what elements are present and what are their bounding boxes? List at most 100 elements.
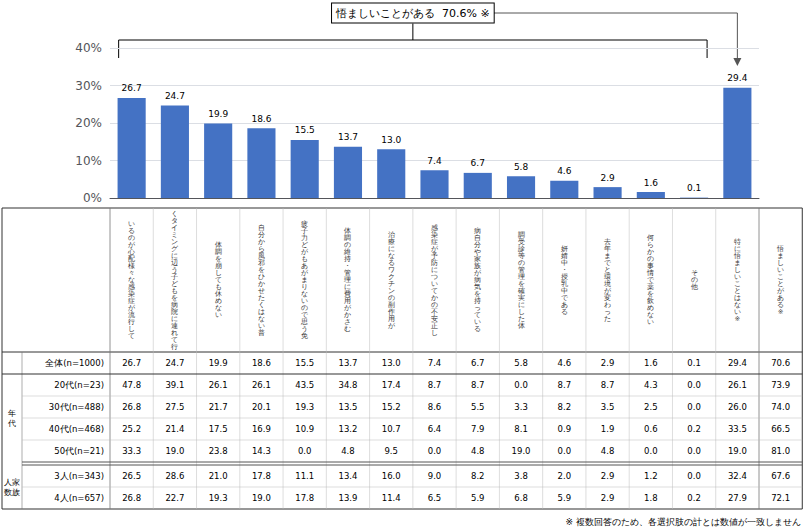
svg-text:2.9: 2.9 [601,358,615,368]
svg-text:8.2: 8.2 [471,471,485,481]
svg-text:0.2: 0.2 [687,424,701,434]
svg-text:17.8: 17.8 [295,493,314,503]
svg-text:た: た [604,315,611,323]
svg-text:4.8: 4.8 [601,446,615,456]
svg-text:50代(n=21): 50代(n=21) [54,446,104,456]
svg-text:21.7: 21.7 [209,402,228,412]
svg-text:他: 他 [691,283,698,291]
svg-text:年: 年 [8,409,16,418]
svg-text:5.8: 5.8 [514,162,529,172]
svg-text:0.0: 0.0 [428,446,442,456]
svg-text:26.7: 26.7 [122,83,142,93]
svg-text:1.6: 1.6 [644,358,658,368]
svg-text:26.1: 26.1 [728,380,747,390]
svg-text:19.0: 19.0 [512,446,531,456]
svg-text:2.0: 2.0 [558,471,572,481]
svg-text:数族: 数族 [4,488,20,497]
svg-text:9.5: 9.5 [384,446,398,456]
svg-text:43.5: 43.5 [295,380,314,390]
svg-text:34.8: 34.8 [338,380,357,390]
svg-text:8.7: 8.7 [558,380,572,390]
svg-text:悟ましいことがある 70.6% ※: 悟ましいことがある 70.6% ※ [335,7,490,20]
svg-text:0.0: 0.0 [687,402,701,412]
svg-text:13.9: 13.9 [338,493,357,503]
svg-text:26.5: 26.5 [122,471,141,481]
svg-text:26.7: 26.7 [122,358,141,368]
svg-text:21.4: 21.4 [165,424,184,434]
svg-text:し: し [431,329,438,337]
svg-text:23.8: 23.8 [209,446,228,456]
svg-text:47.8: 47.8 [122,380,141,390]
svg-text:3.8: 3.8 [514,471,528,481]
svg-text:32.4: 32.4 [728,471,747,481]
svg-text:※: ※ [735,315,741,323]
svg-text:70.6: 70.6 [771,358,790,368]
svg-text:13.7: 13.7 [338,358,357,368]
svg-text:8.7: 8.7 [601,380,615,390]
svg-text:0.1: 0.1 [687,358,701,368]
svg-text:25.2: 25.2 [122,424,141,434]
svg-text:26.0: 26.0 [728,402,747,412]
svg-text:66.5: 66.5 [771,424,790,434]
svg-text:る: る [474,325,481,333]
svg-text:0.9: 0.9 [558,424,572,434]
svg-text:8.1: 8.1 [514,424,528,434]
svg-text:26.1: 26.1 [252,380,271,390]
svg-text:26.8: 26.8 [122,402,141,412]
svg-text:い: い [647,318,654,326]
svg-text:72.1: 72.1 [771,493,790,503]
svg-text:4.3: 4.3 [644,380,658,390]
svg-text:3.5: 3.5 [601,402,615,412]
svg-text:8.7: 8.7 [471,380,485,390]
svg-text:※: ※ [778,308,784,316]
svg-text:1.2: 1.2 [644,471,658,481]
svg-text:6.8: 6.8 [514,493,528,503]
svg-text:人家: 人家 [4,478,20,487]
svg-text:0.0: 0.0 [558,446,572,456]
svg-text:2.9: 2.9 [600,173,615,183]
svg-text:い: い [215,311,222,319]
svg-text:7.9: 7.9 [471,424,485,434]
svg-text:19.9: 19.9 [209,358,228,368]
svg-text:20代(n=23): 20代(n=23) [54,380,104,390]
svg-text:行: 行 [171,343,178,351]
svg-text:1.9: 1.9 [601,424,615,434]
svg-text:10.9: 10.9 [295,424,314,434]
svg-text:39.1: 39.1 [165,380,184,390]
svg-text:4.6: 4.6 [557,166,572,176]
svg-text:む: む [344,325,351,333]
svg-text:0.2: 0.2 [687,493,701,503]
svg-text:14.3: 14.3 [252,446,271,456]
svg-text:28.6: 28.6 [165,471,184,481]
svg-text:73.9: 73.9 [771,380,790,390]
svg-text:0.0: 0.0 [687,446,701,456]
svg-text:13.4: 13.4 [338,471,357,481]
svg-text:11.4: 11.4 [382,493,401,503]
svg-text:19.0: 19.0 [165,446,184,456]
svg-text:16.9: 16.9 [252,424,271,434]
svg-text:26.8: 26.8 [122,493,141,503]
svg-text:13.7: 13.7 [338,132,358,142]
svg-text:19.3: 19.3 [209,493,228,503]
svg-text:19.3: 19.3 [295,402,314,412]
svg-text:0.0: 0.0 [687,380,701,390]
svg-text:5.5: 5.5 [471,402,485,412]
svg-text:0.0: 0.0 [687,471,701,481]
svg-text:29.4: 29.4 [727,73,747,83]
svg-text:10.7: 10.7 [382,424,401,434]
svg-text:6.7: 6.7 [471,358,485,368]
svg-text:17.8: 17.8 [252,471,271,481]
svg-text:全体(n=1000): 全体(n=1000) [45,358,104,368]
svg-text:15.5: 15.5 [295,358,314,368]
svg-text:る: る [561,308,568,316]
svg-text:3人(n=343): 3人(n=343) [54,471,104,481]
svg-text:8.6: 8.6 [428,402,442,412]
svg-text:4.8: 4.8 [341,446,355,456]
svg-text:67.6: 67.6 [771,471,790,481]
svg-text:5.9: 5.9 [558,493,572,503]
svg-text:15.2: 15.2 [382,402,401,412]
svg-text:13.0: 13.0 [381,135,401,145]
svg-text:普: 普 [258,328,265,337]
svg-text:4人(n=657): 4人(n=657) [54,493,104,503]
svg-text:5.8: 5.8 [514,358,528,368]
